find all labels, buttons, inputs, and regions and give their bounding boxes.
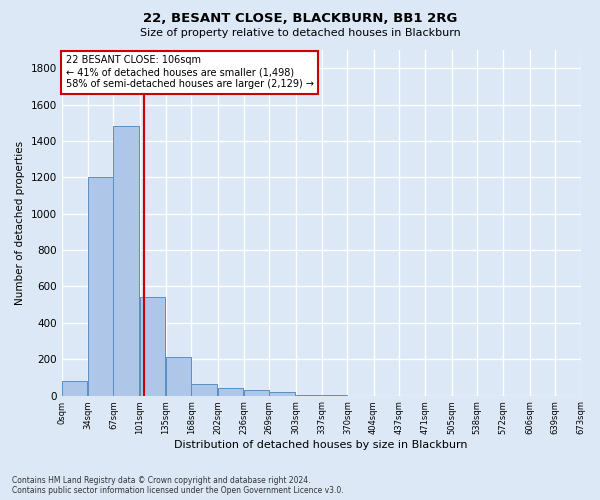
Bar (296, 394, 321, 396)
X-axis label: Distribution of detached houses by size in Blackburn: Distribution of detached houses by size … (175, 440, 468, 450)
Bar (322, 394, 347, 396)
Bar (244, 390, 269, 396)
Bar (62, 381, 87, 396)
Bar (166, 358, 191, 396)
Text: 22, BESANT CLOSE, BLACKBURN, BB1 2RG: 22, BESANT CLOSE, BLACKBURN, BB1 2RG (143, 12, 457, 26)
Bar (269, 392, 295, 396)
Bar (88, 178, 113, 396)
Bar (140, 298, 165, 396)
Bar (218, 388, 243, 396)
Text: Size of property relative to detached houses in Blackburn: Size of property relative to detached ho… (140, 28, 460, 38)
Bar (191, 384, 217, 396)
Y-axis label: Number of detached properties: Number of detached properties (15, 140, 25, 305)
Text: 22 BESANT CLOSE: 106sqm
← 41% of detached houses are smaller (1,498)
58% of semi: 22 BESANT CLOSE: 106sqm ← 41% of detache… (65, 56, 314, 88)
Text: Contains HM Land Registry data © Crown copyright and database right 2024.
Contai: Contains HM Land Registry data © Crown c… (12, 476, 344, 495)
Bar (113, 126, 139, 396)
